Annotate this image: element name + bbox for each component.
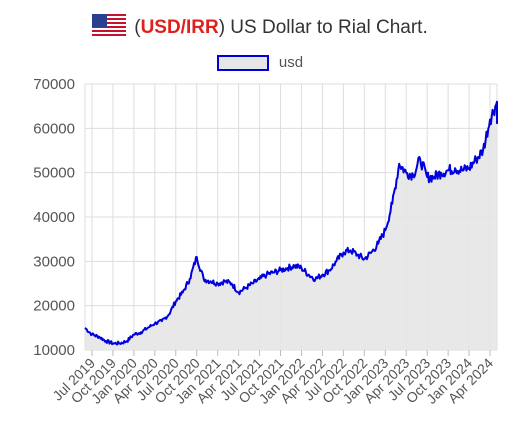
currency-code: USD/IRR xyxy=(140,17,219,38)
y-tick-label: 40000 xyxy=(33,209,75,226)
chart-legend[interactable]: usd xyxy=(0,54,520,71)
y-tick-label: 10000 xyxy=(33,342,75,359)
y-tick-label: 60000 xyxy=(33,120,75,137)
y-tick-label: 50000 xyxy=(33,165,75,182)
area-layer xyxy=(84,100,498,350)
series-line-usd[interactable] xyxy=(84,100,498,346)
y-tick-label: 20000 xyxy=(33,298,75,315)
y-tick-label: 30000 xyxy=(33,253,75,270)
title-text: US Dollar to Rial Chart. xyxy=(225,17,428,38)
series-area-usd xyxy=(85,101,497,350)
title-open-paren: ( xyxy=(134,17,141,38)
legend-label-usd[interactable]: usd xyxy=(278,54,304,71)
y-tick-label: 70000 xyxy=(33,76,75,93)
y-axis: 70000 60000 50000 40000 30000 20000 10000 xyxy=(33,76,75,359)
chart-title: (USD/IRR) US Dollar to Rial Chart. xyxy=(0,14,520,39)
title-close-paren: ) xyxy=(218,17,226,38)
legend-swatch-usd[interactable] xyxy=(216,55,269,71)
us-flag-icon xyxy=(92,14,127,38)
